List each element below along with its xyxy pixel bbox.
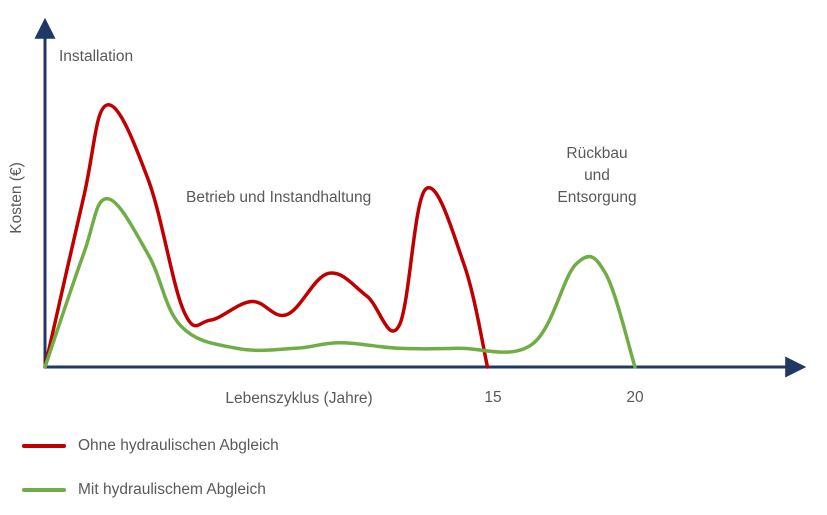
legend-label-ohne: Ohne hydraulischen Abgleich (78, 437, 279, 454)
legend-item-mit: Mit hydraulischem Abgleich (22, 481, 266, 499)
x-tick-15: 15 (484, 389, 501, 406)
legend-item-ohne: Ohne hydraulischen Abgleich (22, 437, 279, 455)
annotation-dismantling-2: und (584, 167, 610, 184)
legend-label-mit: Mit hydraulischem Abgleich (78, 481, 266, 498)
x-axis-label: Lebenszyklus (Jahre) (225, 390, 372, 407)
series-line-mit (43, 196, 637, 369)
annotation-operation: Betrieb und Instandhaltung (186, 189, 371, 206)
annotation-dismantling-1: Rückbau (566, 145, 627, 162)
x-tick-20: 20 (626, 389, 644, 406)
legend-swatch-red (22, 444, 66, 448)
legend-swatch-green (22, 488, 66, 492)
annotation-dismantling-3: Entsorgung (557, 189, 636, 206)
annotation-installation: Installation (59, 48, 133, 65)
series-line-ohne (43, 103, 490, 369)
y-axis-label: Kosten (€) (8, 162, 25, 234)
